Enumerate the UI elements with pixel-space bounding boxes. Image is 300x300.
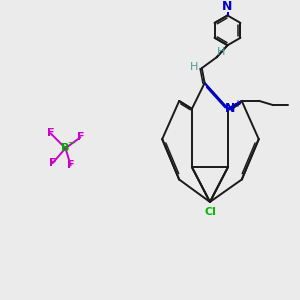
Text: F: F [67,160,74,170]
Text: F: F [47,128,54,138]
Text: +: + [233,99,241,109]
Text: F: F [49,158,56,168]
Text: B: B [61,143,70,153]
Text: F: F [76,132,84,142]
Text: H: H [190,62,198,72]
Text: Cl: Cl [204,207,216,217]
Text: N: N [225,102,235,115]
Text: H: H [217,46,225,56]
Text: −: − [68,137,76,148]
Text: N: N [222,0,233,14]
